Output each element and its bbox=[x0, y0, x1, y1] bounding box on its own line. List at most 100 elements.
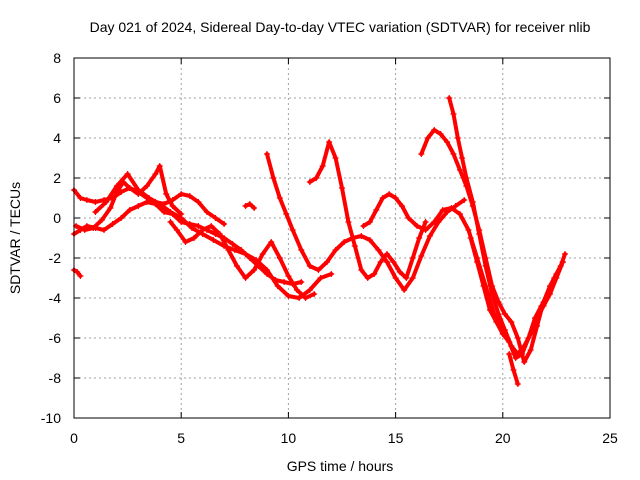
data-point-marker bbox=[521, 359, 528, 365]
x-tick-label: 15 bbox=[388, 430, 404, 446]
data-point-marker bbox=[298, 247, 305, 253]
data-point-marker bbox=[83, 197, 90, 203]
data-point-marker bbox=[501, 311, 508, 317]
data-point-marker bbox=[315, 267, 322, 273]
data-point-marker bbox=[118, 215, 125, 221]
chart-title: Day 021 of 2024, Sidereal Day-to-day VTE… bbox=[90, 19, 591, 35]
data-point-marker bbox=[276, 255, 283, 261]
data-point-marker bbox=[77, 195, 84, 201]
data-point-marker bbox=[461, 197, 468, 203]
data-point-marker bbox=[525, 335, 532, 341]
data-point-marker bbox=[456, 211, 463, 217]
data-point-marker bbox=[306, 179, 313, 185]
data-point-marker bbox=[508, 319, 515, 325]
data-point-marker bbox=[313, 175, 320, 181]
data-point-marker bbox=[467, 235, 474, 241]
data-point-marker bbox=[454, 135, 461, 141]
series-track-n bbox=[242, 201, 258, 211]
y-tick-label: -2 bbox=[49, 250, 62, 266]
data-point-marker bbox=[124, 171, 131, 177]
y-tick-label: -4 bbox=[49, 290, 62, 306]
y-tick-label: 2 bbox=[53, 170, 61, 186]
data-point-marker bbox=[422, 227, 429, 233]
data-point-marker bbox=[167, 209, 174, 215]
series-line bbox=[468, 236, 567, 360]
data-point-marker bbox=[77, 273, 84, 279]
series-track-i bbox=[418, 127, 566, 365]
data-point-marker bbox=[486, 307, 493, 313]
data-point-marker bbox=[317, 275, 324, 281]
data-point-marker bbox=[90, 225, 97, 231]
data-point-marker bbox=[270, 175, 277, 181]
data-point-marker bbox=[225, 247, 232, 253]
data-point-marker bbox=[182, 239, 189, 245]
data-point-marker bbox=[195, 223, 202, 229]
data-point-marker bbox=[345, 219, 352, 225]
data-point-marker bbox=[276, 195, 283, 201]
data-point-marker bbox=[431, 219, 438, 225]
data-point-marker bbox=[221, 221, 228, 227]
data-point-marker bbox=[156, 163, 163, 169]
data-point-marker bbox=[281, 279, 288, 285]
series-line bbox=[419, 128, 565, 364]
data-point-marker bbox=[403, 275, 410, 281]
data-point-marker bbox=[135, 203, 142, 209]
data-point-marker bbox=[544, 291, 551, 297]
data-point-marker bbox=[390, 259, 397, 265]
data-point-marker bbox=[326, 139, 333, 145]
series-track-e bbox=[167, 219, 318, 301]
data-point-marker bbox=[371, 271, 378, 277]
data-point-marker bbox=[551, 275, 558, 281]
data-point-marker bbox=[514, 381, 521, 387]
data-point-marker bbox=[366, 219, 373, 225]
data-point-marker bbox=[229, 241, 236, 247]
data-point-marker bbox=[289, 227, 296, 233]
y-axis-label: SDTVAR / TECUs bbox=[7, 182, 23, 294]
data-point-marker bbox=[143, 183, 150, 189]
y-tick-label: -8 bbox=[49, 370, 62, 386]
data-point-marker bbox=[233, 263, 240, 269]
data-point-marker bbox=[439, 207, 446, 213]
data-point-marker bbox=[251, 267, 258, 273]
series-track-f bbox=[263, 151, 468, 293]
data-point-marker bbox=[293, 287, 300, 293]
data-point-marker bbox=[465, 227, 472, 233]
data-point-marker bbox=[538, 303, 545, 309]
series-track-d bbox=[92, 171, 335, 301]
y-tick-label: 6 bbox=[53, 90, 61, 106]
data-point-marker bbox=[195, 199, 202, 205]
data-point-marker bbox=[531, 315, 538, 321]
data-point-marker bbox=[339, 185, 345, 191]
data-point-marker bbox=[459, 155, 466, 161]
data-point-marker bbox=[506, 339, 513, 345]
data-point-marker bbox=[178, 191, 185, 197]
data-point-marker bbox=[452, 203, 459, 209]
data-point-marker bbox=[384, 259, 391, 265]
series-layer bbox=[71, 95, 568, 387]
x-tick-label: 5 bbox=[177, 430, 185, 446]
data-point-marker bbox=[109, 221, 116, 227]
series-line bbox=[72, 186, 227, 226]
data-point-marker bbox=[358, 267, 365, 273]
data-point-marker bbox=[506, 351, 513, 357]
data-point-marker bbox=[366, 237, 373, 243]
data-point-marker bbox=[463, 175, 470, 181]
data-point-marker bbox=[274, 283, 281, 289]
y-tick-label: -10 bbox=[41, 410, 61, 426]
data-point-marker bbox=[405, 215, 412, 221]
data-point-marker bbox=[283, 211, 290, 217]
data-point-marker bbox=[107, 205, 114, 211]
data-point-marker bbox=[437, 131, 444, 137]
data-point-marker bbox=[188, 225, 195, 231]
data-point-marker bbox=[409, 275, 416, 281]
data-point-marker bbox=[489, 291, 496, 297]
data-point-marker bbox=[424, 135, 431, 141]
data-point-marker bbox=[480, 283, 487, 289]
data-point-marker bbox=[386, 191, 393, 197]
data-point-marker bbox=[332, 247, 339, 253]
data-point-marker bbox=[499, 331, 506, 337]
data-point-marker bbox=[92, 199, 99, 205]
data-point-marker bbox=[191, 235, 198, 241]
data-point-marker bbox=[263, 151, 270, 157]
data-point-marker bbox=[81, 227, 88, 233]
